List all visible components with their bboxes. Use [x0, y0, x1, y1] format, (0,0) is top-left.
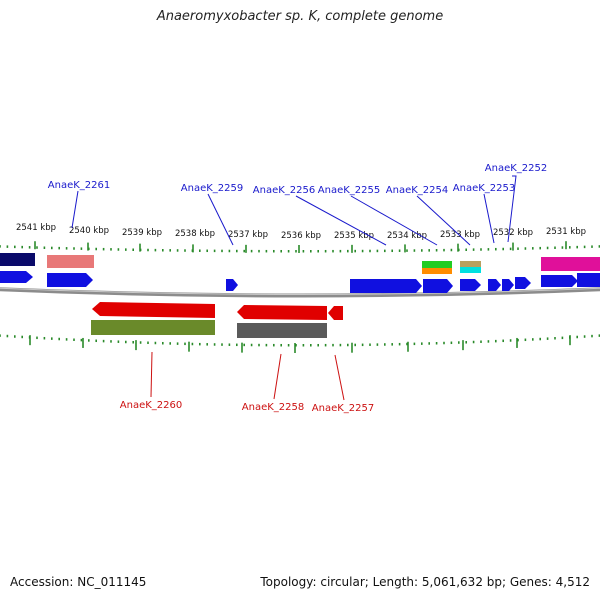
map-title: Anaeromyxobacter sp. K, complete genome	[156, 9, 444, 24]
kbp-label: 2537 kbp	[228, 230, 268, 240]
feature-anaek-2254[interactable]	[460, 279, 481, 291]
kbp-label: 2539 kbp	[122, 228, 162, 238]
feature-cds-forward[interactable]	[226, 279, 238, 291]
feature-tan[interactable]	[460, 261, 481, 267]
kbp-label: 2538 kbp	[175, 229, 215, 239]
kbp-label: 2540 kbp	[69, 226, 109, 236]
accession-text: Accession: NC_011145	[10, 575, 147, 589]
feature-cyan[interactable]	[460, 267, 481, 273]
feature-cds-forward[interactable]	[577, 273, 600, 287]
genome-backbone-highlight	[0, 287, 600, 295]
feature-navy[interactable]	[0, 253, 35, 266]
forward-gene-labels: AnaeK_2261 AnaeK_2259 AnaeK_2256 AnaeK_2255…	[48, 163, 547, 196]
ruler-ticks-bottom	[0, 334, 600, 353]
gene-label-forward[interactable]: AnaeK_2252	[485, 163, 547, 174]
feature-cds-forward[interactable]	[541, 275, 578, 287]
gene-label-forward[interactable]: AnaeK_2259	[181, 183, 243, 194]
kbp-label: 2532 kbp	[493, 228, 533, 238]
feature-anaek-2255[interactable]	[423, 279, 453, 293]
kbp-label: 2533 kbp	[440, 230, 480, 240]
feature-cds-forward[interactable]	[47, 273, 93, 287]
genome-backbone	[0, 287, 600, 298]
kbp-label: 2535 kbp	[334, 231, 374, 241]
genome-info-text: Topology: circular; Length: 5,061,632 bp…	[260, 575, 590, 589]
gene-label-reverse[interactable]: AnaeK_2260	[120, 400, 182, 411]
feature-anaek-2256[interactable]	[350, 279, 422, 293]
feature-green[interactable]	[422, 261, 452, 268]
feature-anaek-2253[interactable]	[488, 279, 501, 291]
feature-anaek-2258[interactable]	[237, 305, 327, 320]
feature-gray[interactable]	[237, 323, 327, 338]
feature-anaek-2252[interactable]	[515, 277, 531, 289]
feature-anaek-2260[interactable]	[92, 302, 215, 318]
gene-label-forward[interactable]: AnaeK_2256	[253, 185, 315, 196]
reverse-features	[91, 302, 343, 338]
kbp-labels: 2541 kbp 2540 kbp 2539 kbp 2538 kbp 2537 kbp…	[16, 223, 586, 241]
gene-label-reverse[interactable]: AnaeK_2257	[312, 403, 374, 414]
kbp-label: 2531 kbp	[546, 227, 586, 237]
feature-magenta[interactable]	[541, 257, 600, 271]
kbp-label: 2536 kbp	[281, 231, 321, 241]
forward-features	[0, 253, 600, 293]
feature-cds-forward[interactable]	[0, 271, 33, 283]
kbp-label: 2534 kbp	[387, 231, 427, 241]
feature-anaek-2253b[interactable]	[502, 279, 514, 291]
gene-label-forward[interactable]: AnaeK_2255	[318, 185, 380, 196]
gene-label-forward[interactable]: AnaeK_2261	[48, 180, 110, 191]
gene-label-forward[interactable]: AnaeK_2254	[386, 185, 448, 196]
forward-callouts	[71, 175, 517, 246]
feature-salmon[interactable]	[47, 255, 94, 268]
reverse-callouts	[150, 351, 345, 401]
ruler-ticks-top	[0, 241, 600, 253]
feature-olive[interactable]	[91, 320, 215, 335]
gene-label-forward[interactable]: AnaeK_2253	[453, 183, 515, 194]
kbp-label: 2541 kbp	[16, 223, 56, 233]
gene-label-reverse[interactable]: AnaeK_2258	[242, 402, 304, 413]
reverse-gene-labels: AnaeK_2260 AnaeK_2258 AnaeK_2257	[120, 400, 374, 414]
feature-anaek-2257[interactable]	[328, 306, 343, 320]
feature-orange[interactable]	[422, 268, 452, 274]
